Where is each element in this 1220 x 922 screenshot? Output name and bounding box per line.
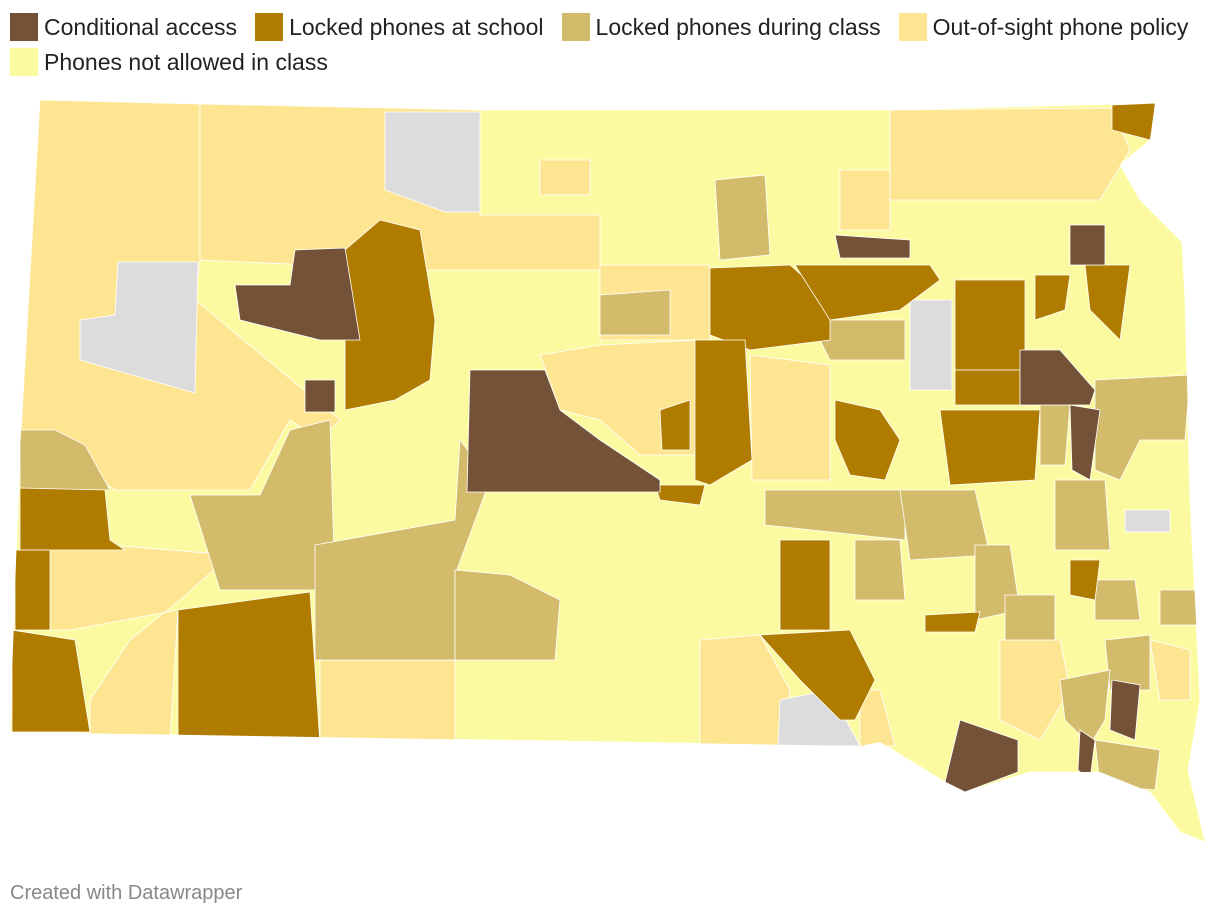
district xyxy=(454,569,561,661)
district xyxy=(954,369,1021,406)
district xyxy=(839,169,891,231)
district xyxy=(714,174,771,261)
district xyxy=(654,484,706,506)
district xyxy=(599,289,671,336)
legend-swatch xyxy=(10,48,38,76)
district-no-data xyxy=(384,111,481,213)
district xyxy=(854,539,906,601)
district xyxy=(234,247,361,341)
district xyxy=(1109,679,1141,741)
district xyxy=(539,159,591,196)
district xyxy=(1159,589,1199,626)
legend-label: Conditional access xyxy=(44,14,238,40)
district-no-data xyxy=(1124,509,1171,533)
district xyxy=(779,539,831,631)
district xyxy=(19,429,111,491)
district xyxy=(1059,669,1111,746)
district xyxy=(939,409,1041,486)
legend-swatch xyxy=(10,13,38,41)
legend-item: Conditional access xyxy=(10,13,238,41)
legend-swatch xyxy=(898,13,927,41)
district xyxy=(659,399,691,451)
district xyxy=(759,629,876,721)
district xyxy=(1004,594,1056,641)
district xyxy=(954,279,1026,371)
district xyxy=(319,659,456,747)
legend-item: Locked phones during class xyxy=(561,13,881,41)
credit: Created with Datawrapper xyxy=(10,882,243,904)
legend-label: Phones not allowed in class xyxy=(44,49,328,75)
district xyxy=(1069,224,1106,266)
district xyxy=(19,487,127,551)
district xyxy=(344,219,436,411)
district-no-data xyxy=(909,299,953,391)
district xyxy=(809,319,906,361)
district xyxy=(1054,479,1111,551)
district xyxy=(1069,404,1101,481)
district xyxy=(694,339,753,486)
district xyxy=(859,689,896,747)
district xyxy=(1094,579,1141,621)
district xyxy=(1084,264,1131,341)
district xyxy=(14,549,51,631)
legend-item: Out-of-sight phone policy xyxy=(898,13,1189,41)
district xyxy=(794,264,941,321)
legend-label: Locked phones at school xyxy=(289,14,544,40)
legend-item: Phones not allowed in class xyxy=(10,48,328,76)
district xyxy=(189,419,336,591)
legend-item: Locked phones at school xyxy=(255,13,544,41)
district xyxy=(924,611,981,633)
legend-swatch xyxy=(255,13,284,41)
legend-swatch xyxy=(561,13,590,41)
district xyxy=(1019,349,1096,406)
district xyxy=(889,107,1131,201)
district xyxy=(709,264,831,351)
district xyxy=(944,719,1019,793)
legend-label: Out-of-sight phone policy xyxy=(932,14,1189,40)
district xyxy=(304,379,336,413)
district xyxy=(1039,404,1071,466)
district xyxy=(764,489,906,541)
district xyxy=(1111,102,1159,141)
district xyxy=(11,629,91,733)
districts xyxy=(10,100,1205,842)
district xyxy=(834,234,911,259)
district-no-data xyxy=(79,261,199,394)
district xyxy=(539,339,701,456)
district xyxy=(1034,274,1071,321)
district xyxy=(314,438,491,661)
district xyxy=(1069,559,1101,601)
district xyxy=(466,369,661,493)
legend-label: Locked phones during class xyxy=(595,14,881,40)
district xyxy=(177,591,321,745)
district xyxy=(1149,639,1191,701)
district xyxy=(834,399,901,481)
legend: Conditional access Locked phones at schoo… xyxy=(10,10,1210,80)
district xyxy=(749,354,831,481)
